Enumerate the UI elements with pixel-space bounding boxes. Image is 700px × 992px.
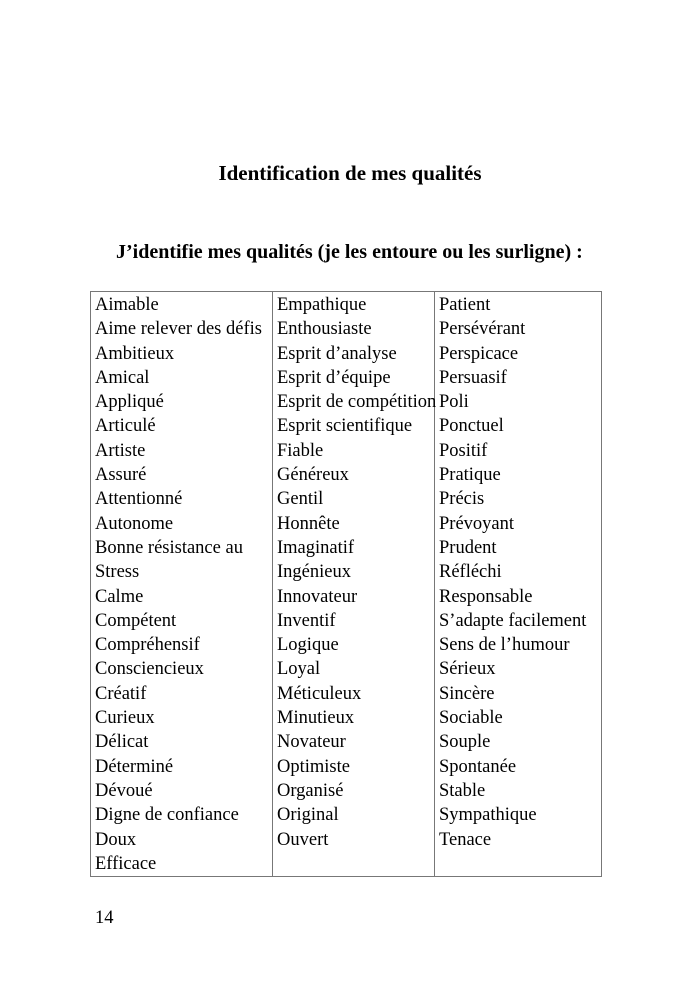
- quality-item: Poli: [439, 392, 469, 413]
- quality-item: Sérieux: [439, 659, 496, 680]
- quality-item: Prévoyant: [439, 513, 515, 534]
- quality-item: Fiable: [277, 440, 324, 461]
- quality-item: Ambitieux: [95, 343, 175, 364]
- quality-item: Aimable: [95, 295, 159, 315]
- quality-item: Appliqué: [95, 392, 164, 413]
- quality-item: Honnête: [277, 513, 340, 534]
- quality-item: Doux: [95, 829, 137, 850]
- qualities-column-2: Empathique Enthousiaste Esprit d’analyse Es…: [273, 292, 437, 876]
- quality-item: Délicat: [95, 732, 149, 753]
- quality-item: Efficace: [95, 853, 157, 874]
- quality-item: Esprit d’analyse: [277, 343, 397, 364]
- quality-item: Enthousiaste: [277, 319, 372, 340]
- page-number: 14: [95, 908, 114, 928]
- quality-item: Patient: [439, 295, 491, 315]
- quality-item: Prudent: [439, 537, 497, 558]
- quality-item: Aime relever des défis: [95, 319, 262, 340]
- quality-item: Innovateur: [277, 586, 358, 607]
- quality-item: Autonome: [95, 513, 174, 534]
- instruction-text: J’identifie mes qualités (je les entoure…: [116, 241, 583, 263]
- quality-item: Stable: [439, 780, 486, 801]
- quality-item: Pratique: [439, 465, 501, 486]
- quality-item: Créatif: [95, 683, 147, 704]
- quality-item: Dévoué: [95, 780, 153, 801]
- quality-item: Gentil: [277, 489, 324, 510]
- quality-item: Perspicace: [439, 343, 519, 364]
- quality-item: Précis: [439, 489, 485, 510]
- quality-item: Organisé: [277, 780, 344, 801]
- quality-item: Bonne résistance au Stress: [95, 537, 243, 583]
- quality-item: Compréhensif: [95, 635, 200, 656]
- quality-item: Souple: [439, 732, 491, 753]
- quality-item: Ingénieux: [277, 562, 351, 583]
- quality-item: Ponctuel: [439, 416, 504, 437]
- quality-item: Positif: [439, 440, 488, 461]
- quality-item: Imaginatif: [277, 537, 355, 558]
- quality-item: Logique: [277, 635, 339, 656]
- quality-item: Persuasif: [439, 367, 507, 388]
- quality-item: Curieux: [95, 708, 155, 729]
- quality-item: Sincère: [439, 683, 495, 704]
- quality-item: Persévérant: [439, 319, 526, 340]
- quality-item: Attentionné: [95, 489, 183, 510]
- quality-item: Amical: [95, 367, 150, 388]
- quality-item: Loyal: [277, 659, 321, 680]
- quality-item: Méticuleux: [277, 683, 362, 704]
- quality-item: S’adapte facilement: [439, 610, 587, 631]
- page-title: Identification de mes qualités: [218, 161, 482, 185]
- quality-item: Tenace: [439, 829, 492, 850]
- quality-item: Calme: [95, 586, 144, 607]
- quality-item: Sociable: [439, 708, 503, 729]
- quality-item: Responsable: [439, 586, 533, 607]
- quality-item: Original: [277, 805, 339, 826]
- quality-item: Artiste: [95, 440, 146, 461]
- quality-item: Novateur: [277, 732, 346, 753]
- quality-item: Empathique: [277, 295, 367, 315]
- qualities-column-1: Aimable Aime relever des défis Ambitieux Am…: [91, 292, 273, 876]
- qualities-column-3: Patient Persévérant Perspicace Persuasif Pol…: [435, 292, 601, 876]
- quality-item: Esprit d’équipe: [277, 367, 391, 388]
- quality-item: Assuré: [95, 465, 147, 486]
- quality-item: Minutieux: [277, 708, 355, 729]
- quality-item: Déterminé: [95, 756, 174, 777]
- quality-item: Généreux: [277, 465, 349, 486]
- qualities-table: Aimable Aime relever des défis Ambitieux Am…: [90, 291, 602, 877]
- quality-item: Inventif: [277, 610, 336, 631]
- quality-item: Ouvert: [277, 829, 329, 850]
- quality-item: Compétent: [95, 610, 177, 631]
- quality-item: Digne de confiance: [95, 805, 239, 826]
- quality-item: Spontanée: [439, 756, 517, 777]
- quality-item: Réfléchi: [439, 562, 502, 583]
- quality-item: Articulé: [95, 416, 156, 437]
- quality-item: Sympathique: [439, 805, 537, 826]
- quality-item: Esprit de compétition: [277, 392, 437, 413]
- quality-item: Sens de l’humour: [439, 635, 570, 656]
- quality-item: Consciencieux: [95, 659, 204, 680]
- quality-item: Optimiste: [277, 756, 350, 777]
- quality-item: Esprit scientifique: [277, 416, 413, 437]
